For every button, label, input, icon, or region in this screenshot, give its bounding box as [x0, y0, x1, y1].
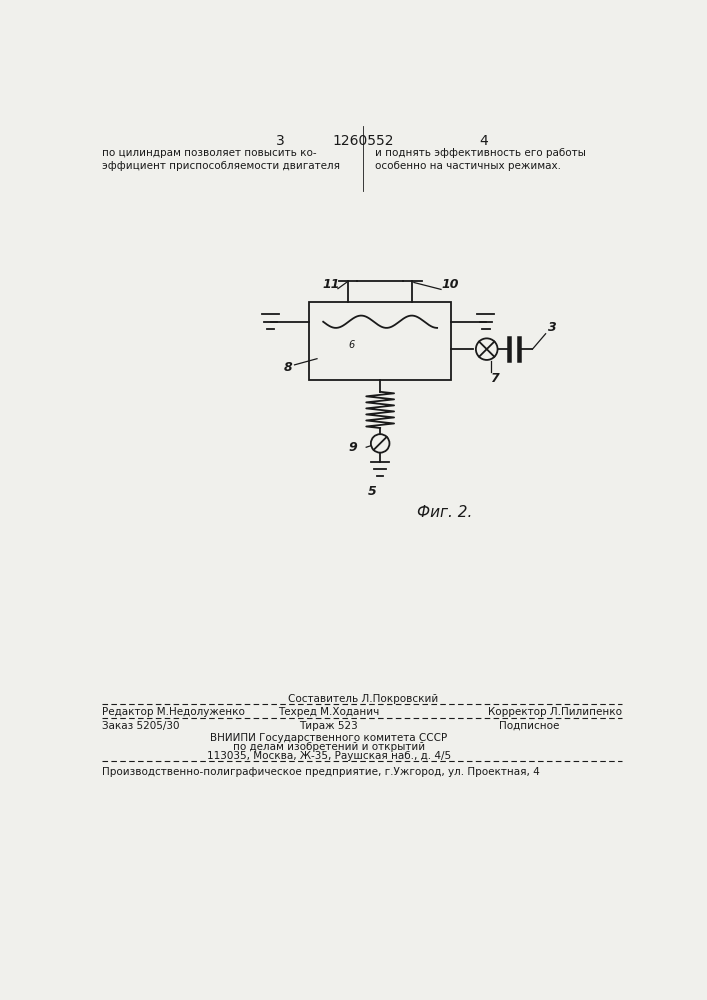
Text: Редактор М.Недолуженко: Редактор М.Недолуженко [103, 707, 245, 717]
Text: 7: 7 [490, 372, 499, 385]
Text: 9: 9 [348, 441, 357, 454]
Text: Тираж 523: Тираж 523 [299, 721, 358, 731]
Text: Корректор Л.Пилипенко: Корректор Л.Пилипенко [489, 707, 622, 717]
Text: 3: 3 [548, 321, 556, 334]
Text: и поднять эффективность его работы
особенно на частичных режимах.: и поднять эффективность его работы особе… [375, 148, 586, 171]
Text: Подписное: Подписное [499, 721, 559, 731]
Text: 4: 4 [479, 134, 488, 148]
Text: Заказ 5205/30: Заказ 5205/30 [103, 721, 180, 731]
Text: 113035, Москва, Ж-35, Раушская наб., д. 4/5: 113035, Москва, Ж-35, Раушская наб., д. … [206, 751, 450, 761]
Text: Составитель Л.Покровский: Составитель Л.Покровский [288, 694, 438, 704]
Text: по цилиндрам позволяет повысить ко-
эффициент приспособляемости двигателя: по цилиндрам позволяет повысить ко- эффи… [103, 148, 340, 171]
Text: ВНИИПИ Государственного комитета СССР: ВНИИПИ Государственного комитета СССР [210, 733, 448, 743]
Text: 1260552: 1260552 [332, 134, 394, 148]
Text: 8: 8 [284, 361, 293, 374]
Text: Фиг. 2.: Фиг. 2. [417, 505, 472, 520]
Text: по делам изобретений и открытий: по делам изобретений и открытий [233, 742, 425, 752]
Text: 6: 6 [349, 340, 355, 350]
Text: 3: 3 [276, 134, 285, 148]
Text: 10: 10 [441, 278, 459, 291]
Text: Производственно-полиграфическое предприятие, г.Ужгород, ул. Проектная, 4: Производственно-полиграфическое предприя… [103, 767, 540, 777]
Text: Техред М.Ходанич: Техред М.Ходанич [278, 707, 379, 717]
Bar [309, 302, 451, 380]
Text: 11: 11 [322, 278, 339, 291]
Text: 5: 5 [368, 485, 377, 498]
